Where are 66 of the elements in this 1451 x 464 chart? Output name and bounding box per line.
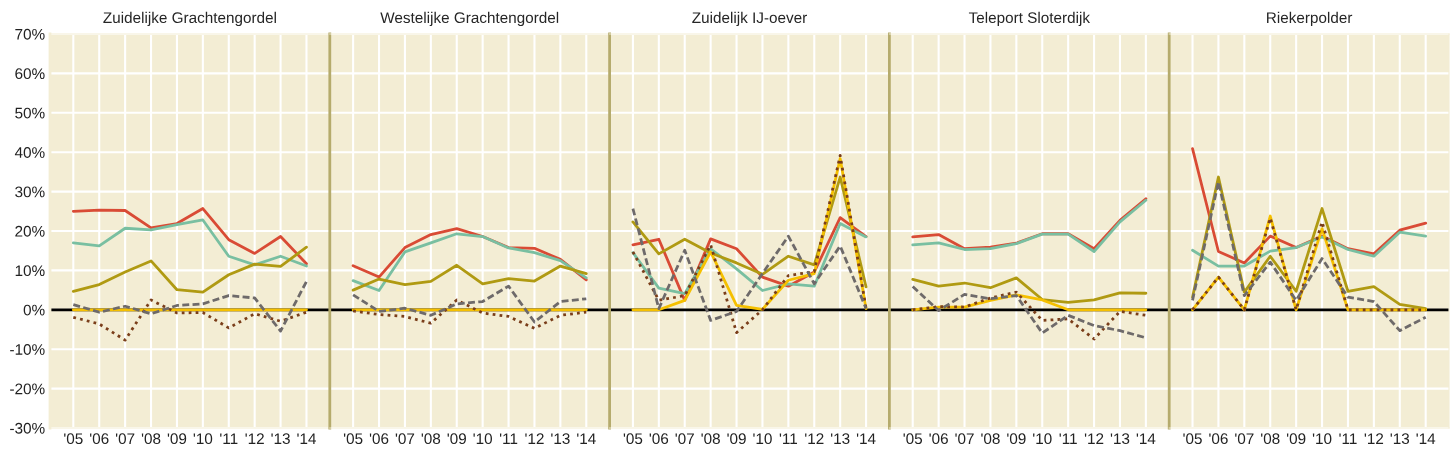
x-tick-label: '10 <box>193 433 213 445</box>
x-tick-label: '09 <box>447 433 466 445</box>
x-tick-label: '12 <box>805 433 824 444</box>
x-tick-label: '10 <box>473 433 493 445</box>
x-tick-label: '07 <box>955 433 974 445</box>
x-tick-label: '12 <box>245 433 264 444</box>
y-tick-label: -30% <box>10 422 45 434</box>
x-tick-label: '07 <box>1235 433 1254 445</box>
x-tick-label: '08 <box>1261 433 1280 445</box>
x-tick-label: '14 <box>1136 433 1156 444</box>
chart-title: Zuidelijk IJ-oever <box>692 11 807 27</box>
x-tick-label: '13 <box>551 433 570 445</box>
y-tick-label: 70% <box>15 28 45 40</box>
x-tick-label: '06 <box>929 433 948 445</box>
x-tick-label: '10 <box>1033 433 1052 445</box>
y-tick-label: 20% <box>15 225 45 237</box>
y-tick-label: 10% <box>15 265 45 277</box>
x-tick-label: '08 <box>701 433 720 445</box>
y-tick-label: 50% <box>15 107 45 119</box>
x-tick-label: '10 <box>1312 433 1332 445</box>
chart-title: Zuidelijke Grachtengordel <box>103 11 276 27</box>
x-tick-label: '08 <box>421 433 441 445</box>
x-tick-label: '11 <box>220 433 238 444</box>
x-tick-label: '06 <box>90 433 109 445</box>
x-tick-label: '07 <box>395 433 415 445</box>
x-tick-label: '12 <box>1364 433 1384 444</box>
x-tick-label: '05 <box>903 433 923 445</box>
x-tick-label: '06 <box>649 433 669 445</box>
x-tick-label: '07 <box>115 433 135 445</box>
chart-title: Teleport Sloterdijk <box>968 11 1091 27</box>
x-tick-label: '05 <box>1183 433 1202 445</box>
x-tick-label: '09 <box>167 433 187 445</box>
x-tick-label: '11 <box>499 433 518 444</box>
y-tick-label: 60% <box>15 68 45 80</box>
x-tick-label: '09 <box>1286 433 1306 445</box>
chart-title: Westelijke Grachtengordel <box>380 11 559 27</box>
x-tick-label: '09 <box>727 433 746 445</box>
x-tick-label: '14 <box>577 433 596 444</box>
x-tick-label: '13 <box>1110 433 1130 445</box>
x-tick-label: '06 <box>369 433 389 445</box>
x-tick-label: '14 <box>1416 433 1436 444</box>
x-tick-label: '08 <box>141 433 161 445</box>
x-tick-label: '14 <box>856 433 876 444</box>
x-tick-label: '11 <box>1339 433 1357 444</box>
x-tick-label: '05 <box>343 433 363 445</box>
x-tick-label: '05 <box>623 433 643 445</box>
x-tick-label: '13 <box>1390 433 1410 445</box>
x-tick-label: '05 <box>64 433 83 445</box>
x-tick-label: '11 <box>779 433 798 444</box>
x-tick-label: '13 <box>271 433 290 445</box>
x-tick-label: '07 <box>675 433 694 445</box>
x-tick-label: '13 <box>831 433 850 445</box>
y-tick-label: 30% <box>15 186 45 198</box>
chart-title: Riekerpolder <box>1267 11 1353 27</box>
x-tick-label: '09 <box>1007 433 1026 445</box>
x-tick-label: '08 <box>981 433 1000 445</box>
x-tick-label: '11 <box>1059 433 1077 444</box>
y-tick-label: 40% <box>14 147 45 158</box>
y-tick-label: 0% <box>23 304 45 316</box>
x-tick-label: '06 <box>1209 433 1228 445</box>
x-tick-label: '10 <box>753 433 772 445</box>
x-tick-label: '12 <box>525 433 544 444</box>
x-tick-label: '14 <box>297 433 316 444</box>
y-tick-label: -10% <box>10 344 45 355</box>
y-tick-label: -20% <box>10 383 45 395</box>
x-tick-label: '12 <box>1084 433 1104 444</box>
